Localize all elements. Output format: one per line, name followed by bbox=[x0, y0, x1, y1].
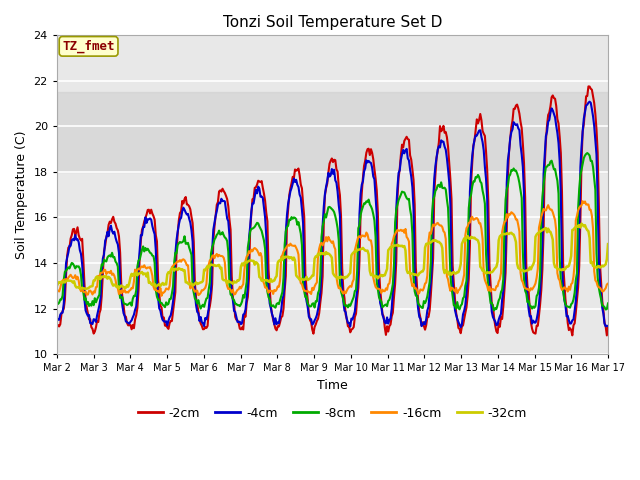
-8cm bbox=[285, 216, 293, 222]
-4cm bbox=[225, 218, 232, 224]
-2cm bbox=[362, 158, 369, 164]
Y-axis label: Soil Temperature (C): Soil Temperature (C) bbox=[15, 131, 28, 259]
-2cm bbox=[584, 84, 592, 89]
Title: Tonzi Soil Temperature Set D: Tonzi Soil Temperature Set D bbox=[223, 15, 442, 30]
-16cm bbox=[579, 198, 586, 204]
-32cm bbox=[82, 286, 90, 292]
-4cm bbox=[604, 323, 612, 329]
-32cm bbox=[555, 266, 563, 272]
-4cm bbox=[285, 194, 293, 200]
-2cm bbox=[604, 324, 612, 330]
-8cm bbox=[555, 191, 563, 196]
-16cm bbox=[604, 281, 612, 287]
-4cm bbox=[586, 99, 593, 105]
-4cm bbox=[53, 315, 61, 321]
-32cm bbox=[287, 254, 294, 260]
-2cm bbox=[603, 333, 611, 338]
-16cm bbox=[389, 238, 397, 244]
-16cm bbox=[287, 241, 294, 247]
Line: -2cm: -2cm bbox=[57, 86, 608, 336]
X-axis label: Time: Time bbox=[317, 379, 348, 392]
-32cm bbox=[578, 221, 586, 227]
-32cm bbox=[362, 248, 370, 253]
Legend: -2cm, -4cm, -8cm, -16cm, -32cm: -2cm, -4cm, -8cm, -16cm, -32cm bbox=[132, 402, 532, 425]
-2cm bbox=[285, 192, 293, 198]
-8cm bbox=[225, 249, 232, 254]
Text: TZ_fmet: TZ_fmet bbox=[62, 40, 115, 53]
Line: -32cm: -32cm bbox=[57, 224, 608, 289]
-32cm bbox=[604, 241, 612, 247]
-4cm bbox=[362, 166, 369, 171]
-8cm bbox=[584, 150, 591, 156]
Line: -4cm: -4cm bbox=[57, 102, 608, 327]
-8cm bbox=[490, 308, 498, 313]
-4cm bbox=[459, 312, 467, 317]
-2cm bbox=[388, 313, 396, 319]
-2cm bbox=[458, 324, 466, 329]
-4cm bbox=[555, 140, 563, 146]
-8cm bbox=[362, 201, 369, 206]
-2cm bbox=[554, 116, 561, 122]
-2cm bbox=[225, 204, 232, 209]
-32cm bbox=[459, 238, 467, 244]
-16cm bbox=[555, 276, 563, 281]
-16cm bbox=[157, 293, 165, 299]
-2cm bbox=[53, 324, 61, 330]
Line: -8cm: -8cm bbox=[57, 153, 608, 311]
-8cm bbox=[53, 301, 61, 307]
-8cm bbox=[604, 300, 612, 306]
-32cm bbox=[389, 244, 397, 250]
-16cm bbox=[53, 289, 61, 295]
Bar bbox=[57, 92, 608, 172]
-4cm bbox=[457, 324, 465, 330]
-8cm bbox=[458, 301, 466, 307]
-32cm bbox=[53, 283, 61, 289]
-16cm bbox=[459, 277, 467, 283]
Line: -16cm: -16cm bbox=[57, 201, 608, 296]
-8cm bbox=[388, 288, 396, 294]
-16cm bbox=[362, 229, 370, 235]
-4cm bbox=[388, 306, 396, 312]
-32cm bbox=[225, 279, 233, 285]
-16cm bbox=[225, 286, 233, 291]
